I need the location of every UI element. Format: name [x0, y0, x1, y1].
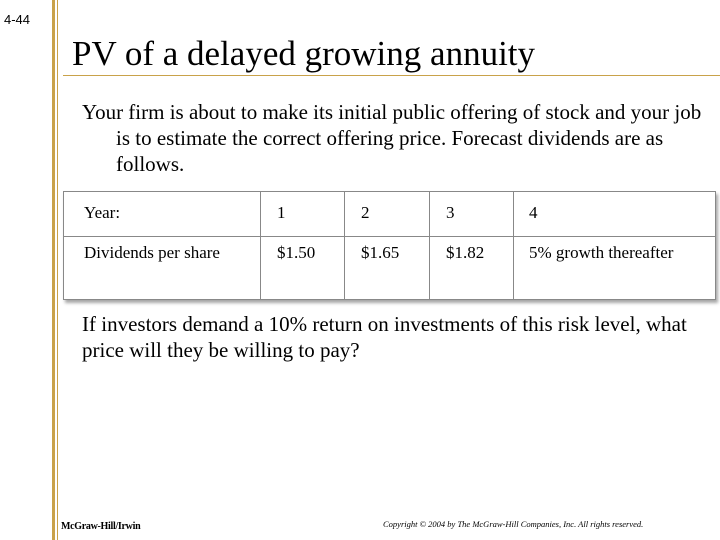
table-cell: $1.65 [344, 236, 430, 300]
year-label: Year: [84, 203, 121, 222]
table-cell: 2 [344, 190, 430, 238]
year-4: 4 [529, 203, 538, 222]
dividends-label: Dividends per share [84, 243, 220, 263]
publisher-footer: McGraw-Hill/Irwin [61, 521, 141, 532]
table-cell: 3 [429, 190, 514, 238]
copyright-footer: Copyright © 2004 by The McGraw-Hill Comp… [383, 519, 644, 529]
intro-paragraph: Your firm is about to make its initial p… [82, 100, 702, 176]
table-dividend-row: Dividends per share $1.50 $1.65 $1.82 5%… [63, 236, 716, 300]
year-3: 3 [446, 203, 455, 222]
dividend-table: Year: 1 2 3 4 Dividends per share $1.50 … [63, 190, 716, 300]
question-paragraph: If investors demand a 10% return on inve… [82, 312, 687, 362]
table-cell: $1.82 [429, 236, 514, 300]
slide-number: 4-44 [4, 12, 31, 27]
table-cell: $1.50 [260, 236, 345, 300]
left-accent-rule-thin [57, 0, 58, 540]
table-cell: 4 [513, 190, 716, 238]
table-cell: Year: [63, 190, 261, 238]
dividend-year-1: $1.50 [277, 243, 316, 263]
year-2: 2 [361, 203, 370, 222]
left-accent-rule-thick [52, 0, 55, 540]
table-cell: 1 [260, 190, 345, 238]
dividend-year-2: $1.65 [361, 243, 400, 263]
table-cell: Dividends per share [63, 236, 261, 300]
year-1: 1 [277, 203, 286, 222]
dividend-year-3: $1.82 [446, 243, 485, 263]
table-cell: 5% growth thereafter [513, 236, 716, 300]
dividend-year-4: 5% growth thereafter [529, 243, 674, 263]
slide-title: PV of a delayed growing annuity [72, 34, 536, 73]
table-header-row: Year: 1 2 3 4 [63, 190, 716, 238]
title-underline-rule [63, 75, 720, 76]
